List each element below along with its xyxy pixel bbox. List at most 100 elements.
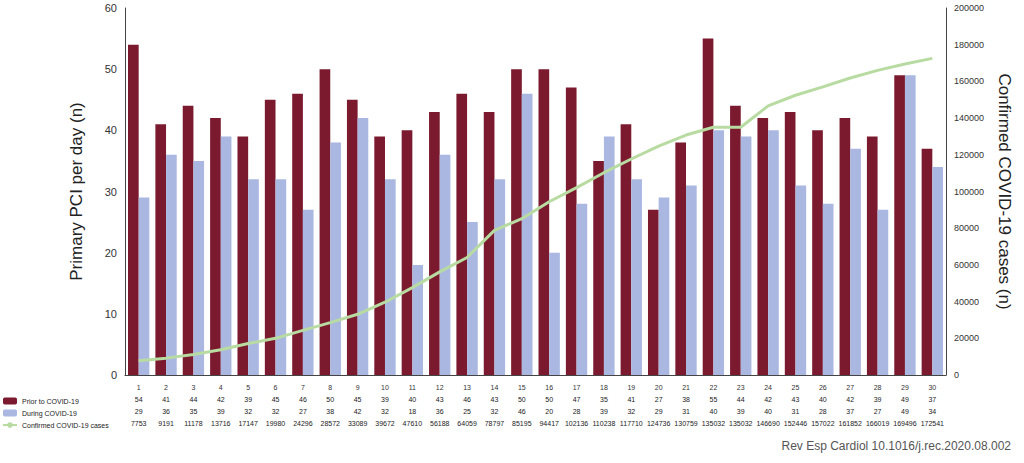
svg-text:100000: 100000: [954, 187, 984, 197]
svg-text:6: 6: [274, 384, 278, 391]
svg-text:49: 49: [901, 408, 909, 415]
svg-text:5: 5: [246, 384, 250, 391]
svg-text:130759: 130759: [674, 420, 697, 427]
svg-text:152446: 152446: [784, 420, 807, 427]
svg-text:2: 2: [164, 384, 168, 391]
svg-text:140000: 140000: [954, 113, 984, 123]
svg-text:47: 47: [573, 396, 581, 403]
svg-text:1: 1: [137, 384, 141, 391]
svg-text:27: 27: [299, 408, 307, 415]
svg-text:27: 27: [846, 384, 854, 391]
svg-text:22: 22: [709, 384, 717, 391]
svg-text:Primary PCI per day (n): Primary PCI per day (n): [67, 102, 86, 281]
svg-text:110238: 110238: [592, 420, 615, 427]
svg-text:25: 25: [463, 408, 471, 415]
svg-text:60: 60: [105, 2, 117, 14]
svg-text:80000: 80000: [954, 223, 979, 233]
svg-text:28572: 28572: [321, 420, 341, 427]
svg-text:29: 29: [655, 408, 663, 415]
svg-text:37: 37: [846, 408, 854, 415]
svg-text:26: 26: [819, 384, 827, 391]
svg-text:34: 34: [928, 408, 936, 415]
svg-text:40000: 40000: [954, 297, 979, 307]
svg-text:42: 42: [354, 408, 362, 415]
svg-text:28: 28: [573, 408, 581, 415]
svg-text:94417: 94417: [539, 420, 559, 427]
svg-text:27: 27: [655, 396, 663, 403]
svg-text:31: 31: [792, 408, 800, 415]
svg-text:117710: 117710: [620, 420, 643, 427]
svg-text:Confirmed COVID-19 cases (n): Confirmed COVID-19 cases (n): [995, 73, 1014, 309]
svg-text:Confirmed COVID-19 cases: Confirmed COVID-19 cases: [22, 422, 109, 429]
svg-text:43: 43: [491, 396, 499, 403]
svg-text:20: 20: [655, 384, 663, 391]
svg-text:50: 50: [545, 396, 553, 403]
svg-text:33089: 33089: [348, 420, 368, 427]
svg-text:32: 32: [491, 408, 499, 415]
svg-text:161852: 161852: [839, 420, 862, 427]
svg-text:64059: 64059: [457, 420, 477, 427]
svg-text:4: 4: [219, 384, 223, 391]
svg-text:28: 28: [874, 384, 882, 391]
svg-text:39: 39: [874, 396, 882, 403]
svg-text:7: 7: [301, 384, 305, 391]
svg-text:36: 36: [436, 408, 444, 415]
svg-text:23: 23: [737, 384, 745, 391]
svg-text:135032: 135032: [729, 420, 752, 427]
svg-text:169496: 169496: [893, 420, 916, 427]
svg-text:10: 10: [381, 384, 389, 391]
svg-text:35: 35: [190, 408, 198, 415]
svg-text:46: 46: [299, 396, 307, 403]
svg-text:78797: 78797: [485, 420, 505, 427]
svg-text:Prior to COVID-19: Prior to COVID-19: [22, 398, 79, 405]
svg-text:Rev Esp Cardiol 10.1016/j.rec.: Rev Esp Cardiol 10.1016/j.rec.2020.08.00…: [782, 439, 1012, 453]
svg-text:157022: 157022: [811, 420, 834, 427]
svg-text:135032: 135032: [702, 420, 725, 427]
svg-text:45: 45: [354, 396, 362, 403]
svg-text:37: 37: [928, 396, 936, 403]
svg-text:10: 10: [105, 308, 117, 320]
svg-text:43: 43: [436, 396, 444, 403]
svg-text:18: 18: [600, 384, 608, 391]
svg-text:30: 30: [105, 186, 117, 198]
svg-text:39: 39: [600, 408, 608, 415]
svg-text:17: 17: [573, 384, 581, 391]
svg-text:27: 27: [874, 408, 882, 415]
svg-text:15: 15: [518, 384, 526, 391]
svg-text:47610: 47610: [403, 420, 423, 427]
svg-text:During COVID-19: During COVID-19: [22, 410, 77, 418]
svg-text:11178: 11178: [184, 420, 203, 427]
svg-text:146690: 146690: [756, 420, 779, 427]
svg-text:11: 11: [409, 384, 416, 391]
svg-text:29: 29: [135, 408, 143, 415]
svg-text:200000: 200000: [954, 3, 984, 13]
svg-text:20000: 20000: [954, 333, 979, 343]
svg-text:0: 0: [111, 369, 117, 381]
svg-text:55: 55: [709, 396, 717, 403]
svg-text:30: 30: [928, 384, 936, 391]
svg-text:39: 39: [737, 408, 745, 415]
svg-text:40: 40: [709, 408, 717, 415]
svg-text:54: 54: [135, 396, 143, 403]
svg-text:32: 32: [381, 408, 389, 415]
svg-text:17147: 17147: [238, 420, 258, 427]
svg-text:124736: 124736: [647, 420, 670, 427]
svg-text:38: 38: [326, 408, 334, 415]
svg-text:29: 29: [901, 384, 909, 391]
svg-text:166019: 166019: [866, 420, 889, 427]
svg-text:39: 39: [244, 396, 252, 403]
svg-text:13: 13: [463, 384, 471, 391]
svg-text:49: 49: [901, 396, 909, 403]
svg-text:40: 40: [105, 124, 117, 136]
svg-text:45: 45: [272, 396, 280, 403]
svg-text:12: 12: [436, 384, 444, 391]
svg-text:13716: 13716: [211, 420, 231, 427]
svg-text:46: 46: [463, 396, 471, 403]
svg-text:35: 35: [600, 396, 608, 403]
svg-text:8: 8: [328, 384, 332, 391]
svg-text:31: 31: [682, 408, 690, 415]
svg-text:9: 9: [356, 384, 360, 391]
svg-text:19980: 19980: [266, 420, 286, 427]
svg-text:56188: 56188: [430, 420, 450, 427]
svg-text:32: 32: [272, 408, 280, 415]
